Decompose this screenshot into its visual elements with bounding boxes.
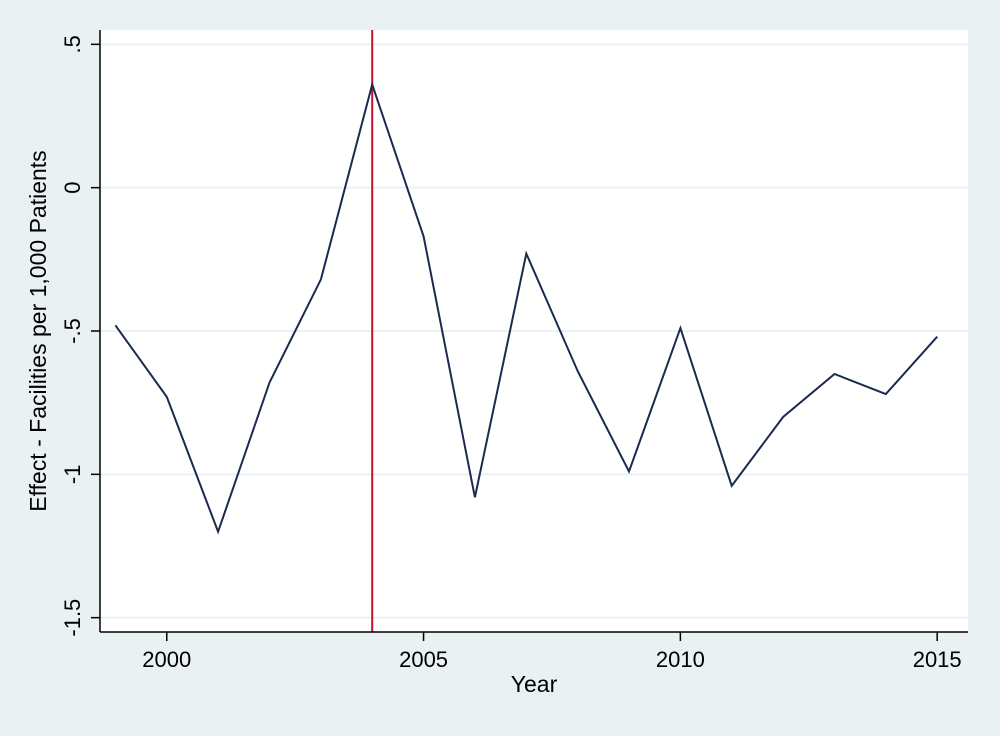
x-axis-title: Year (511, 671, 558, 697)
x-tick-label: 2005 (399, 647, 448, 672)
y-axis-title: Effect - Facilities per 1,000 Patients (25, 150, 51, 511)
y-tick-label: 0 (60, 182, 85, 194)
gridlines (100, 43, 968, 619)
axes (91, 30, 968, 641)
x-tick-label: 2015 (913, 647, 962, 672)
x-tick-label: 2000 (142, 647, 191, 672)
x-tick-label: 2010 (656, 647, 705, 672)
y-tick-label: .5 (60, 35, 85, 53)
y-tick-label: -.5 (60, 318, 85, 344)
series-group (114, 81, 938, 535)
tick-labels: .5 0 -.5 -1 -1.5 2000 2005 2010 2015 (60, 35, 962, 672)
y-tick-label: -1.5 (60, 599, 85, 637)
y-tick-label: -1 (60, 465, 85, 485)
